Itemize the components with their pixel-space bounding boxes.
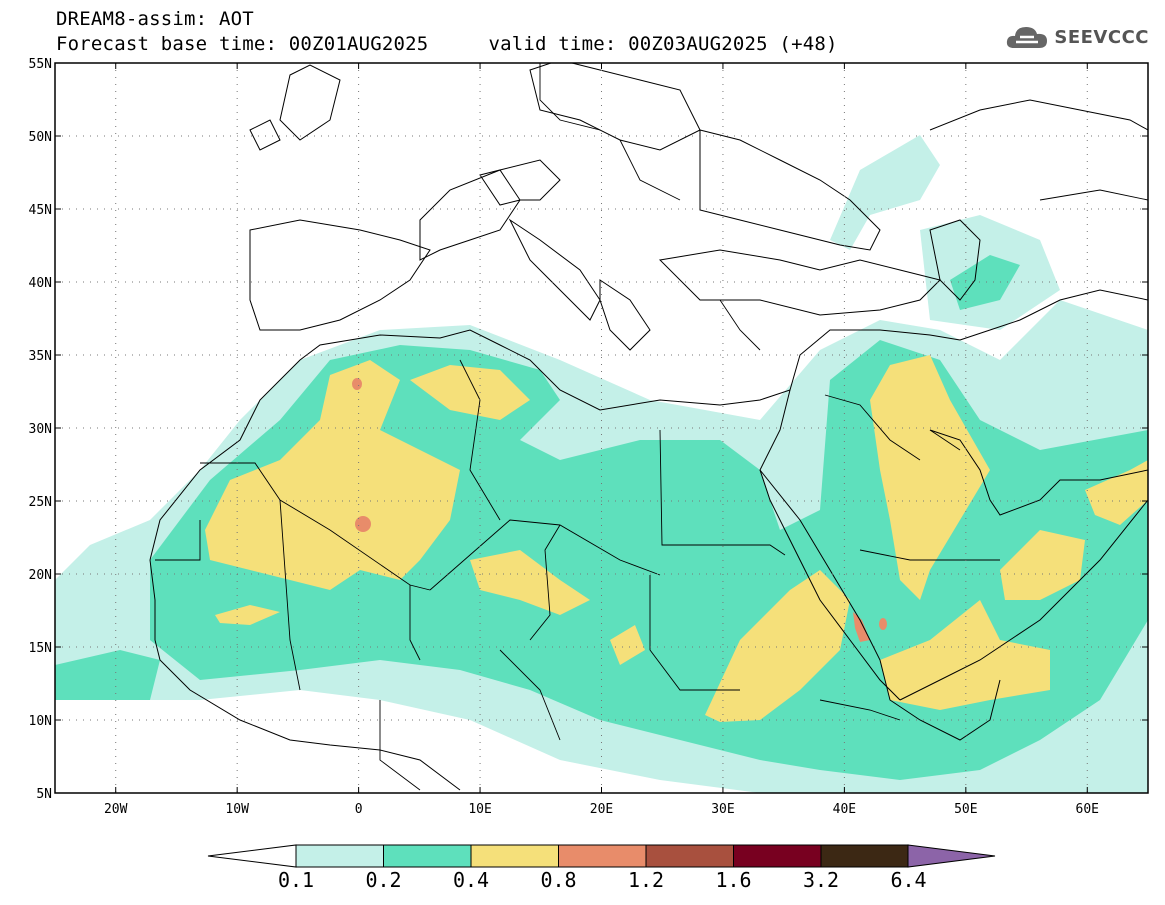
colorbar-cell bbox=[470, 844, 559, 868]
aot-contour-0.8 bbox=[352, 378, 887, 642]
lat-lon-grid bbox=[55, 63, 1148, 793]
colorbar-cell bbox=[383, 844, 472, 868]
seevccc-logo: SEEVCCC bbox=[1004, 22, 1149, 52]
lat-tick-label: 20N bbox=[29, 568, 52, 583]
colorbar-label: 0.4 bbox=[452, 868, 490, 892]
lat-tick-label: 15N bbox=[29, 641, 52, 656]
map-title: DREAM8-assim: AOT bbox=[56, 8, 254, 30]
valid-time: valid time: 00Z03AUG2025 (+48) bbox=[488, 33, 838, 55]
lon-tick-label: 40E bbox=[833, 802, 856, 817]
forecast-base-time: Forecast base time: 00Z01AUG2025 bbox=[56, 33, 429, 55]
colorbar-label: 0.8 bbox=[540, 868, 577, 892]
lon-tick-label: 50E bbox=[954, 802, 977, 817]
logo-text: SEEVCCC bbox=[1054, 26, 1149, 48]
colorbar-label: 1.6 bbox=[715, 868, 752, 892]
lat-tick-label: 25N bbox=[29, 495, 52, 510]
lat-tick-label: 40N bbox=[29, 276, 52, 291]
colorbar-label: 0.2 bbox=[365, 868, 402, 892]
axis-ticks bbox=[55, 62, 1148, 794]
colorbar-cell bbox=[558, 844, 647, 868]
lat-tick-label: 55N bbox=[29, 57, 52, 72]
colorbar-cell bbox=[645, 844, 734, 868]
colorbar-cell bbox=[295, 844, 384, 868]
axis-tick-labels: 20W 10W 0 10E 20E 30E 40E 50E 60E 55N 50N 45N 40N 35N… bbox=[29, 57, 1100, 817]
colorbar-label: 6.4 bbox=[890, 868, 927, 892]
lat-tick-label: 50N bbox=[29, 130, 52, 145]
colorbar-label: 3.2 bbox=[802, 868, 840, 892]
lon-tick-label: 20E bbox=[590, 802, 613, 817]
colorbar bbox=[207, 844, 996, 868]
colorbar-high-arrow bbox=[907, 844, 996, 868]
colorbar-label: 0.1 bbox=[277, 868, 315, 892]
lon-tick-label: 10E bbox=[468, 802, 491, 817]
cloud-icon bbox=[1007, 27, 1048, 48]
lat-tick-label: 30N bbox=[29, 422, 52, 437]
aot-contour-0.4 bbox=[205, 355, 1148, 722]
lat-tick-label: 5N bbox=[36, 787, 52, 802]
country-borders bbox=[155, 63, 1148, 791]
lon-tick-label: 10W bbox=[225, 802, 249, 817]
lat-tick-label: 45N bbox=[29, 203, 52, 218]
lon-tick-label: 60E bbox=[1076, 802, 1099, 817]
coastlines bbox=[149, 63, 1148, 791]
lon-tick-label: 0 bbox=[355, 802, 363, 817]
lat-tick-label: 10N bbox=[29, 714, 52, 729]
lon-tick-label: 20W bbox=[104, 802, 128, 817]
colorbar-cell bbox=[733, 844, 822, 868]
lon-tick-label: 30E bbox=[711, 802, 734, 817]
colorbar-label: 1.2 bbox=[627, 868, 665, 892]
colorbar-low-arrow bbox=[207, 844, 297, 868]
map-subtitle: Forecast base time: 00Z01AUG2025 valid ti… bbox=[56, 33, 838, 55]
lat-tick-label: 35N bbox=[29, 349, 52, 364]
colorbar-cell bbox=[820, 844, 909, 868]
